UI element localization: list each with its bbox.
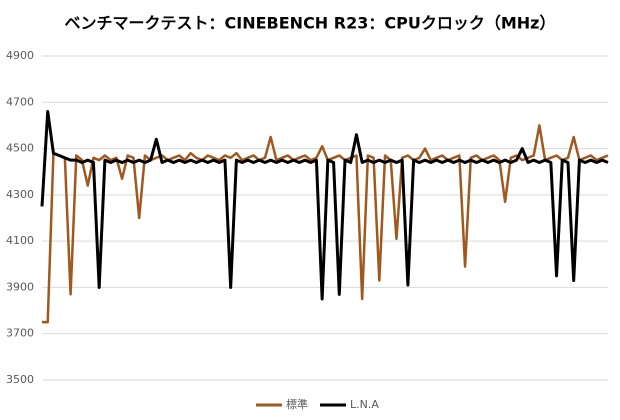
y-tick-label: 3900 — [6, 280, 34, 293]
y-tick-label: 3700 — [6, 327, 34, 340]
legend-label: L.N.A — [350, 398, 379, 411]
y-tick-label: 4900 — [6, 49, 34, 62]
y-tick-label: 4700 — [6, 95, 34, 108]
legend-label: 標準 — [286, 397, 308, 411]
series-line — [40, 110, 609, 301]
y-tick-label: 4300 — [6, 188, 34, 201]
y-tick-label: 4100 — [6, 234, 34, 247]
series-line — [42, 124, 609, 324]
y-tick-label: 4500 — [6, 142, 34, 155]
y-tick-label: 3500 — [6, 373, 34, 386]
chart-title: ベンチマークテスト：CINEBENCH R23：CPUクロック（MHz） — [65, 14, 556, 33]
